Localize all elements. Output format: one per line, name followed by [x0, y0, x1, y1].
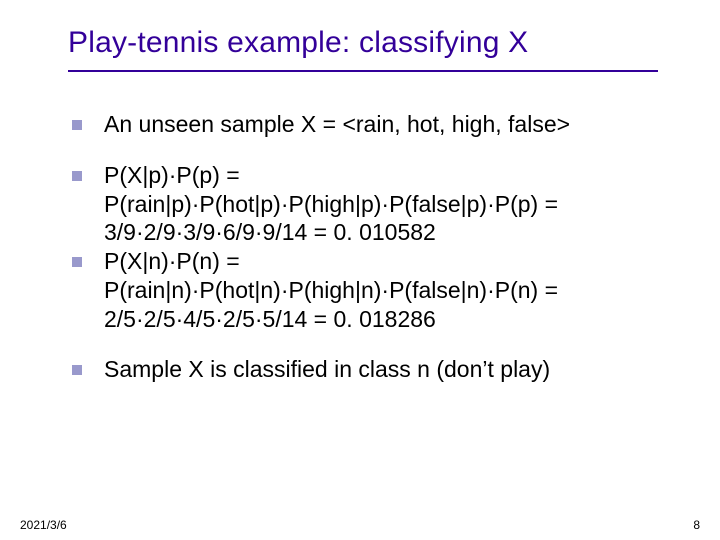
square-bullet-icon	[72, 120, 82, 130]
square-bullet-icon	[72, 365, 82, 375]
footer-date: 2021/3/6	[20, 518, 67, 532]
slide: Play-tennis example: classifying X An un…	[0, 0, 720, 540]
bullet-row: P(X|n)·P(n) = P(rain|n)·P(hot|n)·P(high|…	[72, 247, 672, 333]
bullet-text: P(X|n)·P(n) = P(rain|n)·P(hot|n)·P(high|…	[104, 247, 672, 333]
bullet-text: P(X|p)·P(p) = P(rain|p)·P(hot|p)·P(high|…	[104, 161, 672, 247]
footer-page-number: 8	[693, 518, 700, 532]
bullet-text: Sample X is classified in class n (don’t…	[104, 355, 550, 384]
bullet-row: P(X|p)·P(p) = P(rain|p)·P(hot|p)·P(high|…	[72, 161, 672, 247]
spacer	[72, 333, 672, 355]
square-bullet-icon	[72, 257, 82, 267]
slide-title: Play-tennis example: classifying X	[68, 26, 668, 60]
bullet-text: An unseen sample X = <rain, hot, high, f…	[104, 110, 570, 139]
slide-body: An unseen sample X = <rain, hot, high, f…	[72, 110, 672, 384]
title-underline	[68, 70, 658, 72]
square-bullet-icon	[72, 171, 82, 181]
title-block: Play-tennis example: classifying X	[68, 26, 668, 72]
bullet-row: Sample X is classified in class n (don’t…	[72, 355, 672, 384]
spacer	[72, 139, 672, 161]
bullet-row: An unseen sample X = <rain, hot, high, f…	[72, 110, 672, 139]
